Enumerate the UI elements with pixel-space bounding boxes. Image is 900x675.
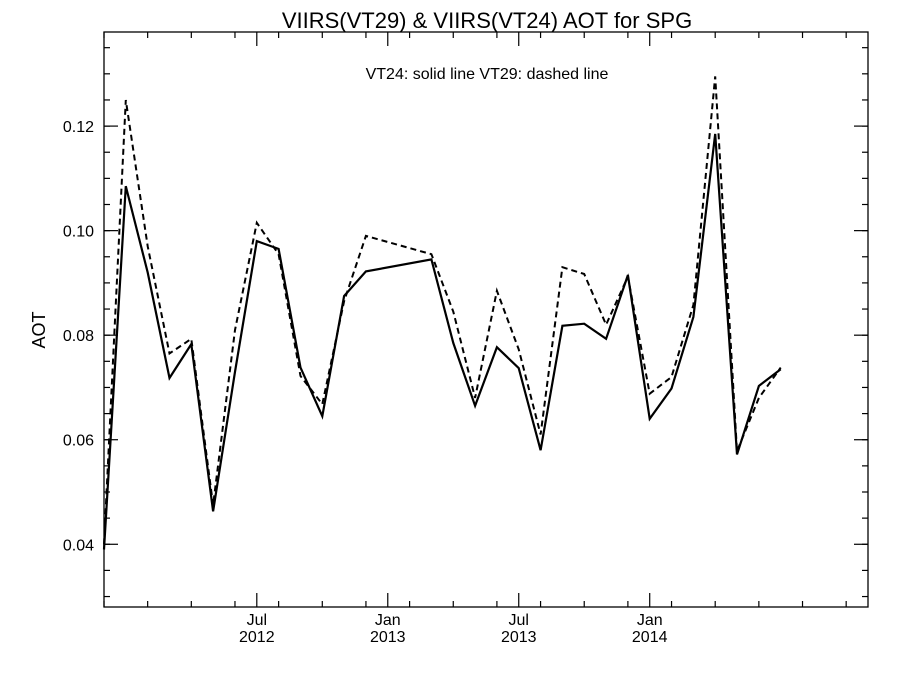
y-axis-label: AOT bbox=[29, 311, 49, 348]
y-tick-label: 0.06 bbox=[63, 433, 94, 450]
x-tick-month: Jul bbox=[509, 612, 529, 629]
y-tick-label: 0.12 bbox=[63, 119, 94, 136]
series-line-vt24 bbox=[102, 133, 782, 550]
chart-title: VIIRS(VT29) & VIIRS(VT24) AOT for SPG bbox=[282, 8, 692, 33]
series-layer bbox=[102, 76, 782, 550]
y-tick-label: 0.08 bbox=[63, 328, 94, 345]
series-line-vt29 bbox=[103, 76, 782, 545]
x-tick-year: 2014 bbox=[632, 629, 668, 646]
x-tick-month: Jan bbox=[375, 612, 401, 629]
x-tick-month: Jul bbox=[247, 612, 267, 629]
x-tick-year: 2013 bbox=[501, 629, 537, 646]
plot-frame bbox=[103, 31, 869, 608]
y-tick-label: 0.04 bbox=[63, 537, 94, 554]
x-tick-month: Jan bbox=[637, 612, 663, 629]
y-tick-label: 0.10 bbox=[63, 224, 94, 241]
legend-annotation: VT24: solid line VT29: dashed line bbox=[366, 66, 609, 83]
x-tick-year: 2012 bbox=[239, 629, 275, 646]
x-minor-ticks bbox=[103, 32, 847, 607]
y-axis-ticks: 0.04 0.06 0.08 0.10 0.12 bbox=[63, 47, 868, 598]
x-tick-year: 2013 bbox=[370, 629, 406, 646]
